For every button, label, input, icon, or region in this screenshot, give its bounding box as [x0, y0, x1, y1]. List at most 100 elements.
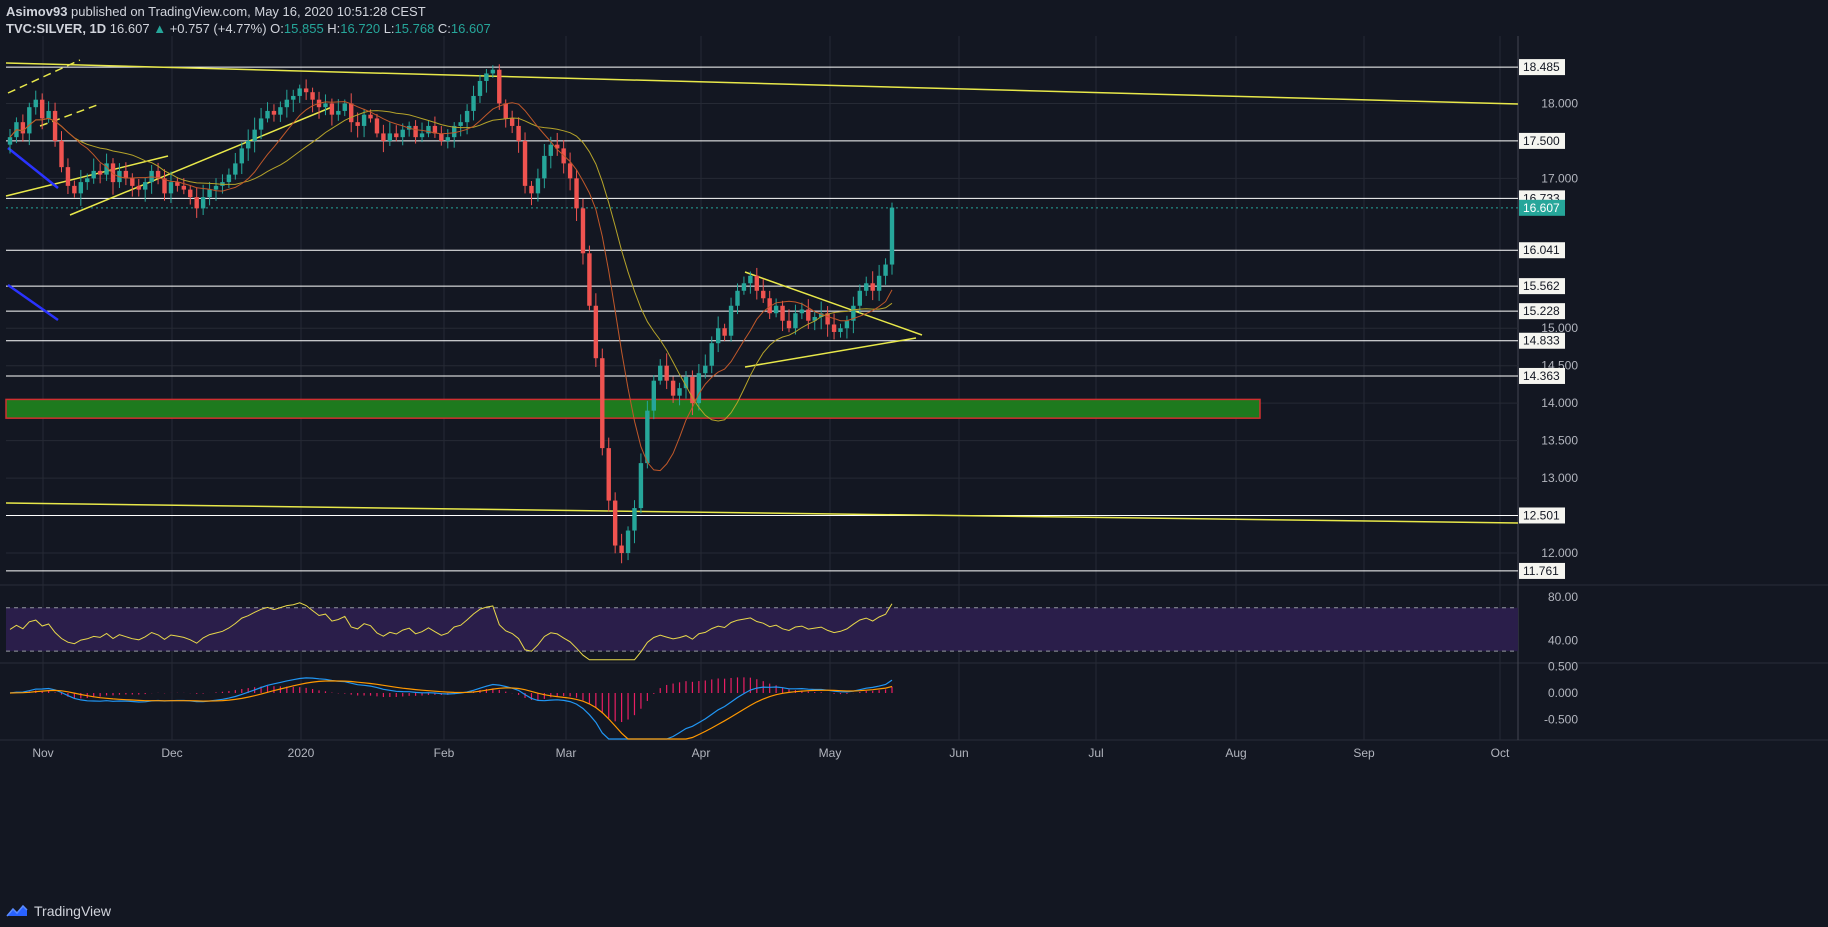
rsi-tick-label: 40.00	[1548, 633, 1578, 647]
candle	[516, 125, 521, 141]
candle	[72, 185, 77, 194]
y-tick-label: 14.000	[1541, 396, 1578, 410]
candle	[355, 122, 360, 126]
moving-average-line	[9, 101, 893, 472]
x-tick-label: Feb	[434, 746, 455, 760]
tradingview-brand[interactable]: TradingView	[6, 903, 111, 919]
symbol-label[interactable]: TVC:SILVER, 1D	[6, 21, 107, 36]
candle	[477, 80, 483, 96]
candle	[432, 125, 438, 134]
candle	[303, 88, 309, 93]
trendline-blue	[7, 147, 59, 189]
candle	[490, 69, 496, 74]
x-tick-label: Apr	[692, 746, 711, 760]
candle	[207, 189, 212, 198]
candle	[27, 107, 32, 134]
price-level-badge	[1519, 278, 1565, 295]
candle	[233, 163, 238, 175]
trendline	[5, 62, 1519, 105]
candle	[130, 178, 135, 186]
trendline	[69, 106, 333, 216]
moving-average-line	[9, 110, 893, 422]
published-text: published on TradingView.com, May 16, 20…	[71, 4, 426, 19]
candle	[65, 167, 71, 186]
price-level-badge	[1519, 242, 1565, 259]
candle	[85, 178, 90, 183]
candle	[625, 530, 631, 554]
candle	[799, 309, 805, 314]
close-value: 16.607	[450, 21, 491, 36]
y-tick-label: 17.000	[1541, 171, 1578, 185]
open-label: O:	[270, 21, 284, 36]
candle	[484, 73, 489, 81]
candle	[870, 283, 875, 291]
candle	[889, 207, 895, 265]
candle	[735, 290, 740, 306]
candle	[97, 170, 103, 175]
price-level-badge	[1519, 507, 1565, 524]
y-tick-label: 12.000	[1541, 546, 1578, 560]
candle	[394, 133, 399, 138]
candle	[291, 95, 296, 100]
candle	[497, 69, 502, 104]
x-tick-label: Jun	[949, 746, 968, 760]
candle	[683, 376, 689, 389]
support-zone	[5, 398, 1261, 419]
candle	[580, 208, 586, 254]
candle	[748, 275, 753, 284]
candle	[773, 305, 779, 314]
candle	[400, 129, 405, 138]
candle	[39, 99, 45, 119]
candle	[619, 545, 624, 554]
price-level-badge	[1519, 332, 1565, 349]
candle	[645, 410, 650, 464]
candle	[844, 320, 850, 329]
candle	[509, 118, 515, 126]
macd-tick-label: 0.000	[1548, 686, 1578, 700]
candle	[632, 508, 637, 531]
candle	[741, 283, 747, 291]
candle	[91, 170, 96, 179]
x-tick-label: Nov	[32, 746, 53, 760]
candle	[651, 380, 656, 411]
candle	[110, 163, 116, 183]
candle	[361, 114, 367, 126]
high-label: H:	[327, 21, 341, 36]
candle	[258, 118, 264, 130]
candle	[761, 290, 766, 299]
candle	[535, 178, 541, 194]
publisher-name[interactable]: Asimov93	[6, 4, 68, 19]
candle	[464, 110, 470, 123]
tradingview-logo-icon	[6, 904, 28, 917]
macd-tick-label: -0.500	[1544, 713, 1578, 727]
candle	[155, 170, 161, 179]
candle	[522, 140, 528, 186]
candle	[600, 358, 605, 449]
candle	[587, 253, 592, 306]
candle	[78, 182, 84, 194]
candle	[664, 365, 669, 381]
price-level-label: 11.761	[1523, 564, 1559, 578]
price-level-label: 15.228	[1523, 304, 1560, 318]
candle	[413, 125, 418, 138]
candle	[851, 305, 856, 321]
rsi-tick-label: 80.00	[1548, 590, 1578, 604]
candle	[349, 103, 354, 123]
candle	[658, 365, 663, 381]
price-level-label: 14.363	[1523, 369, 1560, 383]
candle	[458, 122, 463, 126]
candle	[387, 133, 393, 141]
candle	[722, 328, 727, 336]
x-tick-label: Mar	[556, 746, 577, 760]
candle	[213, 185, 219, 190]
candle	[162, 178, 167, 194]
candle	[864, 283, 869, 291]
candle	[20, 122, 26, 134]
candle	[323, 103, 328, 108]
x-tick-label: Sep	[1353, 746, 1375, 760]
candle	[548, 144, 553, 156]
candle	[883, 264, 888, 276]
current-price-badge	[1519, 199, 1565, 216]
candle	[812, 316, 817, 321]
